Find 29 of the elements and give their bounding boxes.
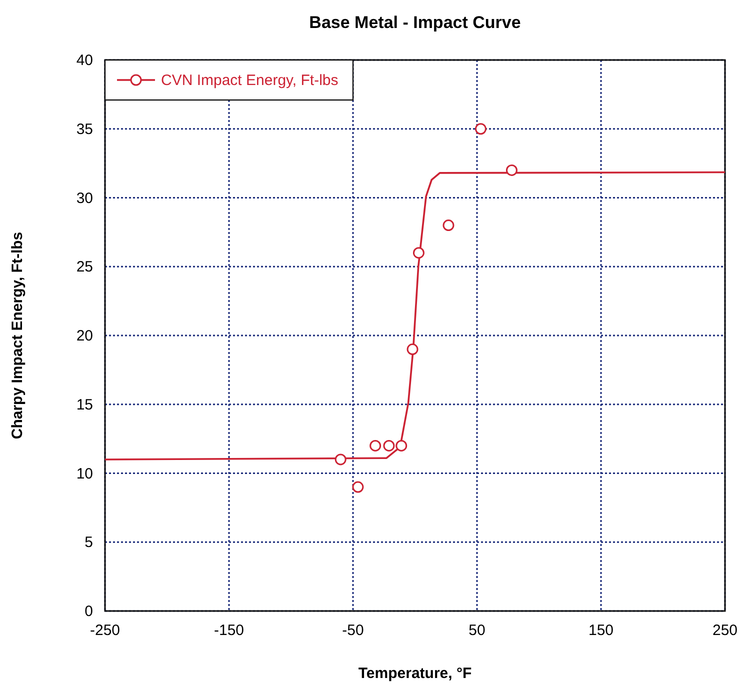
point [412,247,424,259]
point [474,123,486,135]
point [396,440,408,452]
y-axis-title: Charpy Impact Energy, Ft-lbs [9,232,26,440]
x-tick-label: 50 [468,622,486,639]
y-tick-label: 5 [84,534,93,552]
y-tick-label: 25 [76,258,93,276]
y-tick-label: 30 [76,190,93,207]
x-axis-title: Temperature, °F [358,665,472,682]
chart-title: Base Metal - Impact Curve [309,13,521,32]
y-tick-label: 10 [76,465,93,482]
point [383,440,395,452]
y-tick-label: 35 [76,120,93,138]
y-tick-label: 40 [76,52,93,69]
x-tick-label: -250 [90,622,120,639]
x-tick-label: -150 [214,622,244,639]
x-tick-label: 250 [712,622,738,639]
point [352,481,364,493]
y-tick-label: 15 [76,396,93,414]
point [406,344,418,356]
y-tick-label: 0 [84,603,93,620]
x-tick-label: -50 [342,622,364,639]
y-tick-label: 20 [76,328,93,344]
point [370,440,382,452]
x-tick-label: 150 [588,622,614,639]
point [506,164,518,176]
point [334,454,346,466]
legend-label: CVN Impact Energy, Ft-lbs [161,72,338,89]
point [442,220,454,232]
